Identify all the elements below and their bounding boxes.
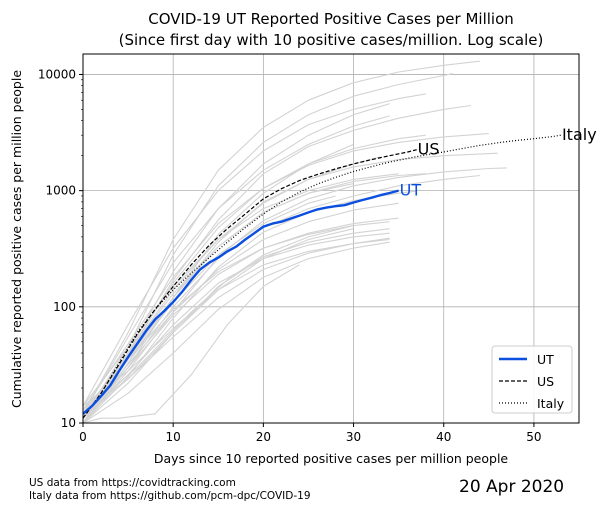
background-series-10 <box>83 174 480 419</box>
legend-italy-label: Italy <box>537 396 565 411</box>
axes-frame <box>82 53 580 424</box>
y-axis-label: Cumulative reported positive cases per m… <box>9 70 24 408</box>
legend-ut-label: UT <box>537 352 554 367</box>
footer-us-source: US data from https://covidtracking.com <box>29 477 236 489</box>
background-series-8 <box>83 152 498 415</box>
series-italy-line <box>83 134 562 419</box>
x-axis-label: Days since 10 reported positive cases pe… <box>154 451 509 466</box>
legend: UT US Italy <box>491 345 573 414</box>
background-series-7 <box>83 134 426 411</box>
background-series-22 <box>83 228 354 419</box>
chart-title: COVID-19 UT Reported Positive Cases per … <box>119 10 544 49</box>
series-ut-end-label: UT <box>400 181 422 200</box>
background-series-24 <box>83 143 354 423</box>
background-series-18 <box>83 232 390 419</box>
x-tick-label-0: 0 <box>79 430 87 444</box>
background-series-15 <box>83 217 399 415</box>
y-tick-label-3: 10000 <box>38 67 76 81</box>
background-series-26 <box>83 264 300 423</box>
legend-us-label: US <box>537 374 554 389</box>
background-series-5 <box>83 103 390 423</box>
background-series-20 <box>83 241 390 423</box>
date-stamp: 20 Apr 2020 <box>459 477 565 497</box>
x-tick-label-2: 20 <box>256 430 271 444</box>
chart-title-line2: (Since first day with 10 positive cases/… <box>119 31 544 49</box>
series-group <box>83 60 562 423</box>
x-tick-label-1: 10 <box>166 430 181 444</box>
series-us-end-label: US <box>418 140 440 159</box>
background-series-17 <box>83 228 390 423</box>
x-tick-label-4: 40 <box>436 430 451 444</box>
y-tick-label-0: 10 <box>61 416 76 430</box>
chart-title-line1: COVID-19 UT Reported Positive Cases per … <box>148 10 514 28</box>
y-tick-label-1: 100 <box>53 300 76 314</box>
background-series-4 <box>83 115 390 415</box>
background-series-1 <box>83 72 453 419</box>
background-series-28 <box>83 195 336 419</box>
background-series-2 <box>83 93 426 407</box>
series-us-line <box>83 149 417 419</box>
x-tick-label-5: 50 <box>526 430 541 444</box>
legend-box <box>491 345 573 414</box>
background-series-6 <box>83 133 489 419</box>
footer-sources: US data from https://covidtracking.com I… <box>29 477 311 503</box>
y-tick-label-2: 1000 <box>45 184 76 198</box>
background-series-21 <box>83 238 390 407</box>
footer-italy-source: Italy data from https://github.com/pcm-d… <box>29 490 311 502</box>
background-series-27 <box>83 225 354 415</box>
series-ut-line <box>83 189 399 415</box>
x-tick-label-3: 30 <box>346 430 361 444</box>
background-series-25 <box>83 183 354 415</box>
